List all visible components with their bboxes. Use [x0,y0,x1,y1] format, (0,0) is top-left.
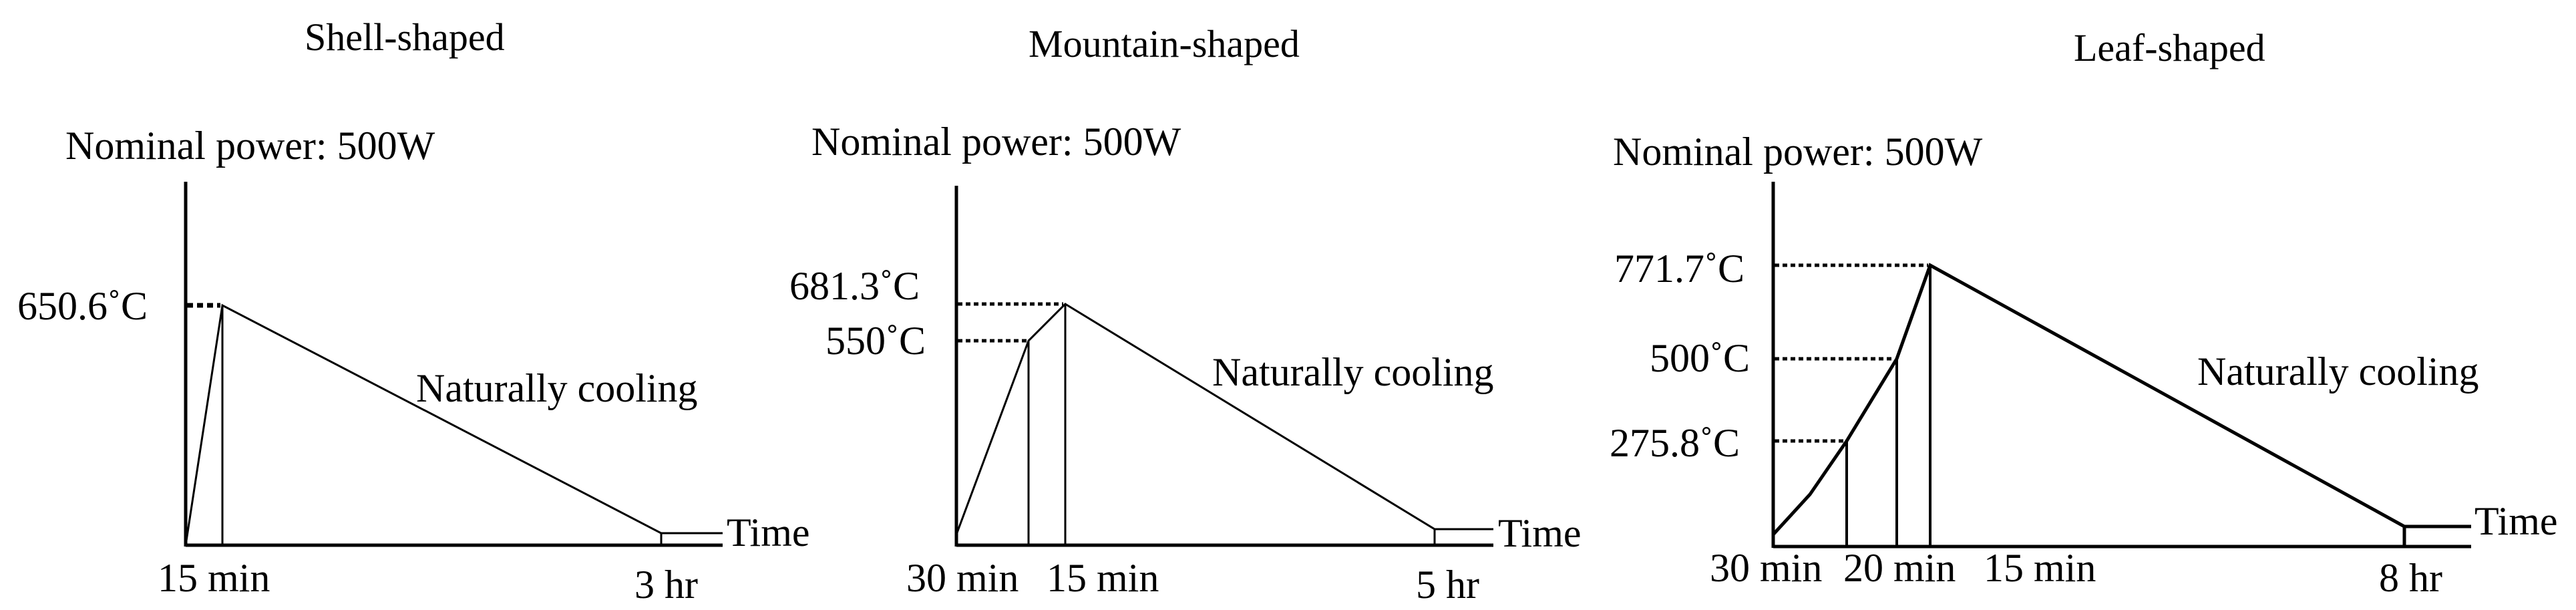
time-label-heat: 15 min [158,556,270,600]
panel-shell: Shell-shaped Nominal power: 500W 650.6˚C… [17,15,810,607]
time-label-end: 8 hr [2379,556,2442,600]
panel-title: Leaf-shaped [2074,26,2265,69]
time-label-stage2: 15 min [1047,556,1159,600]
power-label: Nominal power: 500W [65,124,435,168]
time-axis-label: Time [1498,511,1582,555]
panel-leaf: Leaf-shaped Nominal power: 500W 771.7˚C … [1610,26,2558,600]
temperature-curve [1772,263,2406,547]
power-label: Nominal power: 500W [1613,130,1983,174]
temp-label-peak: 681.3˚C [789,264,920,308]
time-label-stage3: 15 min [1984,546,2096,590]
temp-label-stage1: 275.8˚C [1610,421,1740,465]
time-label-stage1: 30 min [1710,546,1822,590]
power-label: Nominal power: 500W [811,120,1181,164]
panel-mountain: Mountain-shaped Nominal power: 500W 681.… [789,22,1582,607]
temperature-curve [184,303,663,546]
temp-label-stage: 550˚C [825,319,926,363]
temp-label-peak: 650.6˚C [17,284,148,328]
panel-title: Mountain-shaped [1029,22,1300,65]
time-axis-label: Time [727,510,810,555]
time-label-stage1: 30 min [906,556,1019,600]
time-label-end: 3 hr [634,563,698,607]
time-axis-label: Time [2474,499,2558,543]
time-label-stage2: 20 min [1843,546,1956,590]
cooling-label: Naturally cooling [1212,350,1494,394]
temp-label-peak: 771.7˚C [1614,247,1744,291]
cooling-label: Naturally cooling [2197,349,2479,394]
cooling-label: Naturally cooling [416,366,698,410]
panel-title: Shell-shaped [305,15,505,59]
temp-label-stage2: 500˚C [1650,336,1750,380]
time-label-end: 5 hr [1416,563,1479,607]
